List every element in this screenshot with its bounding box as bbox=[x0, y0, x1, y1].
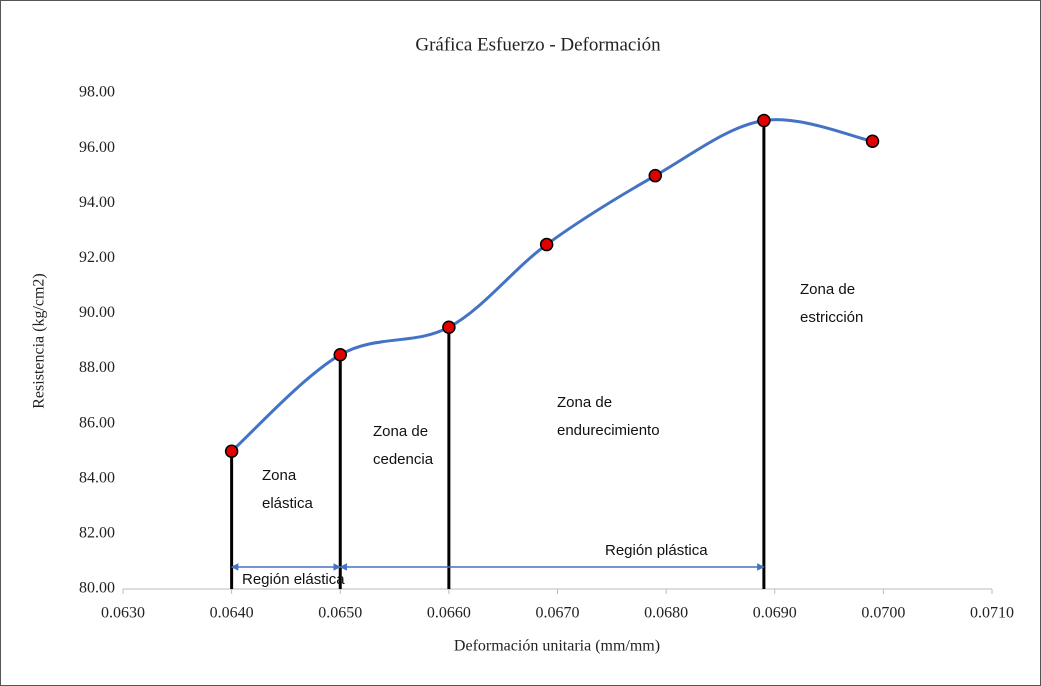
y-tick-label: 98.00 bbox=[79, 84, 115, 101]
y-tick-label: 86.00 bbox=[79, 414, 115, 431]
point bbox=[224, 444, 239, 458]
point bbox=[333, 348, 347, 362]
x-axis-label: Deformación unitaria (mm/mm) bbox=[454, 638, 660, 655]
x-tick-label: 0.0660 bbox=[427, 605, 471, 622]
zone-label: Zona bbox=[262, 467, 297, 484]
point bbox=[648, 168, 663, 183]
point bbox=[865, 134, 880, 148]
x-tick-label: 0.0680 bbox=[644, 605, 688, 622]
y-tick-label: 94.00 bbox=[79, 194, 115, 211]
chart-title: Gráfica Esfuerzo - Deformación bbox=[415, 34, 661, 55]
point bbox=[539, 237, 554, 252]
zone-label: Zona de bbox=[800, 281, 855, 298]
x-tick-label: 0.0710 bbox=[970, 605, 1014, 622]
y-tick-label: 90.00 bbox=[79, 304, 115, 321]
y-tick-label: 92.00 bbox=[79, 249, 115, 266]
y-axis-label: Resistencia (kg/cm2) bbox=[31, 273, 48, 409]
point bbox=[442, 320, 456, 334]
x-tick-label: 0.0650 bbox=[318, 605, 362, 622]
zone-label: elástica bbox=[262, 495, 314, 512]
y-tick-label: 82.00 bbox=[79, 525, 115, 542]
x-tick-label: 0.0640 bbox=[210, 605, 254, 622]
x-tick-label: 0.0670 bbox=[536, 605, 580, 622]
zone-label: endurecimiento bbox=[557, 422, 660, 439]
y-tick-label: 80.00 bbox=[79, 580, 115, 597]
y-tick-label: 88.00 bbox=[79, 359, 115, 376]
zone-label: cedencia bbox=[373, 451, 434, 468]
x-tick-label: 0.0700 bbox=[861, 605, 905, 622]
zone-label: Zona de bbox=[557, 394, 612, 411]
region-label: Región elástica bbox=[242, 571, 345, 588]
x-tick-label: 0.0630 bbox=[101, 605, 145, 622]
region-label: Región plástica bbox=[605, 542, 708, 559]
point bbox=[757, 113, 771, 128]
x-tick-label: 0.0690 bbox=[753, 605, 797, 622]
y-tick-label: 84.00 bbox=[79, 469, 115, 486]
y-tick-label: 96.00 bbox=[79, 139, 115, 156]
zone-label: Zona de bbox=[373, 423, 428, 440]
zone-label: estricción bbox=[800, 309, 863, 326]
